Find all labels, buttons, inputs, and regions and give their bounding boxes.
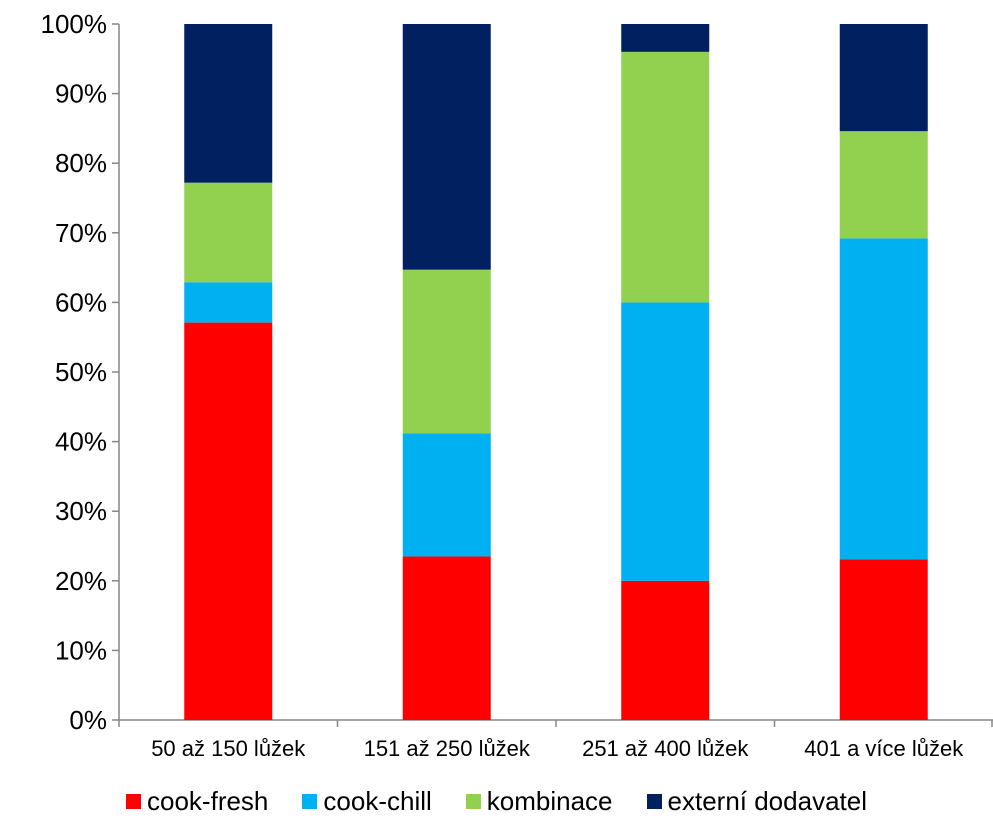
y-tick-label: 50% (55, 357, 107, 387)
bar-segment (184, 282, 273, 323)
bar-segment (839, 131, 928, 239)
bar-segment (402, 269, 491, 434)
y-tick-label: 60% (55, 287, 107, 317)
bar-segment (621, 24, 710, 52)
legend-item: cook-chill (302, 785, 432, 817)
y-tick-label: 90% (55, 79, 107, 109)
legend-label: kombinace (486, 785, 613, 816)
legend-label: cook-fresh (147, 785, 269, 816)
bar-segment (402, 24, 491, 270)
bar-segment (621, 580, 710, 720)
x-tick-label: 401 a více lůžek (804, 736, 964, 761)
legend: cook-fresh cook-chill kombinace externí dod… (0, 783, 993, 819)
y-tick-label: 30% (55, 496, 107, 526)
bar-segment (402, 433, 491, 557)
y-tick-label: 0% (69, 705, 107, 735)
legend-label: cook-chill (323, 785, 432, 816)
legend-swatch (302, 793, 318, 809)
x-tick-label: 151 až 250 lůžek (364, 736, 531, 761)
y-tick-label: 40% (55, 427, 107, 457)
y-tick-label: 10% (55, 635, 107, 665)
y-tick-label: 100% (41, 9, 108, 39)
y-tick-label: 20% (55, 566, 107, 596)
bar-segment (839, 559, 928, 720)
x-tick-label: 251 až 400 lůžek (582, 736, 749, 761)
bar-segment (839, 24, 928, 132)
legend-label: externí dodavatel (667, 785, 867, 816)
legend-item: cook-fresh (126, 786, 268, 817)
bar-segment (839, 238, 928, 560)
bar-segment (184, 182, 273, 283)
x-tick-label: 50 až 150 lůžek (151, 736, 306, 761)
bar-segment (621, 51, 710, 303)
legend-item: kombinace (465, 785, 613, 817)
bar-segment (402, 556, 491, 720)
legend-swatch (465, 793, 481, 809)
bar-segment (184, 24, 273, 183)
legend-swatch (126, 793, 142, 809)
legend-item: externí dodavatel (646, 785, 867, 817)
y-tick-label: 70% (55, 218, 107, 248)
y-tick-label: 80% (55, 148, 107, 178)
bar-segment (621, 302, 710, 581)
bar-segment (184, 322, 273, 720)
legend-swatch (646, 793, 662, 809)
stacked-bar-chart: 0% 10% 20% 30% 40% 50% 60% 70% 80% 90% 100% 50 až 1… (41, 9, 993, 761)
